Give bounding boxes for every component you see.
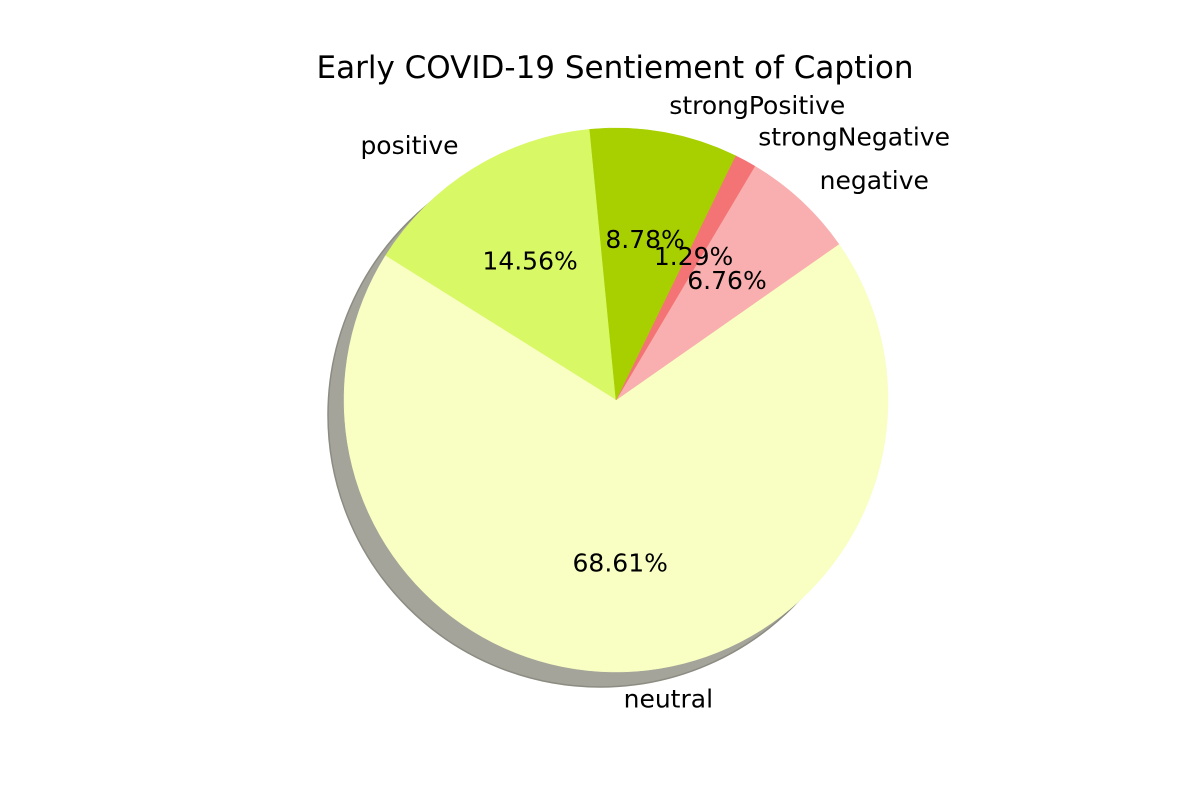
slice-label-neutral: neutral bbox=[624, 685, 713, 714]
slice-label-strongNegative: strongNegative bbox=[758, 122, 950, 151]
pie-slice-neutral bbox=[343, 243, 889, 673]
slice-percent-strongPositive: 8.78% bbox=[605, 225, 684, 254]
slice-percent-neutral: 68.61% bbox=[573, 549, 668, 578]
pie-slice-negative bbox=[615, 165, 840, 401]
pie-slice-strongPositive bbox=[589, 127, 736, 401]
slice-label-strongPositive: strongPositive bbox=[669, 91, 845, 120]
pie-label-layer: positive 14.56% neutral 68.61% negative 6.76%… bbox=[360, 91, 950, 714]
pie-slice-layer bbox=[343, 127, 889, 673]
slice-label-positive: positive bbox=[360, 131, 458, 160]
pie-slice-positive bbox=[385, 129, 617, 401]
slice-percent-strongNegative: 1.29% bbox=[654, 242, 733, 271]
slice-percent-positive: 14.56% bbox=[482, 247, 577, 276]
slice-percent-negative: 6.76% bbox=[687, 266, 766, 295]
slice-label-negative: negative bbox=[820, 166, 929, 195]
chart-title: Early COVID-19 Sentiement of Caption bbox=[317, 50, 914, 86]
